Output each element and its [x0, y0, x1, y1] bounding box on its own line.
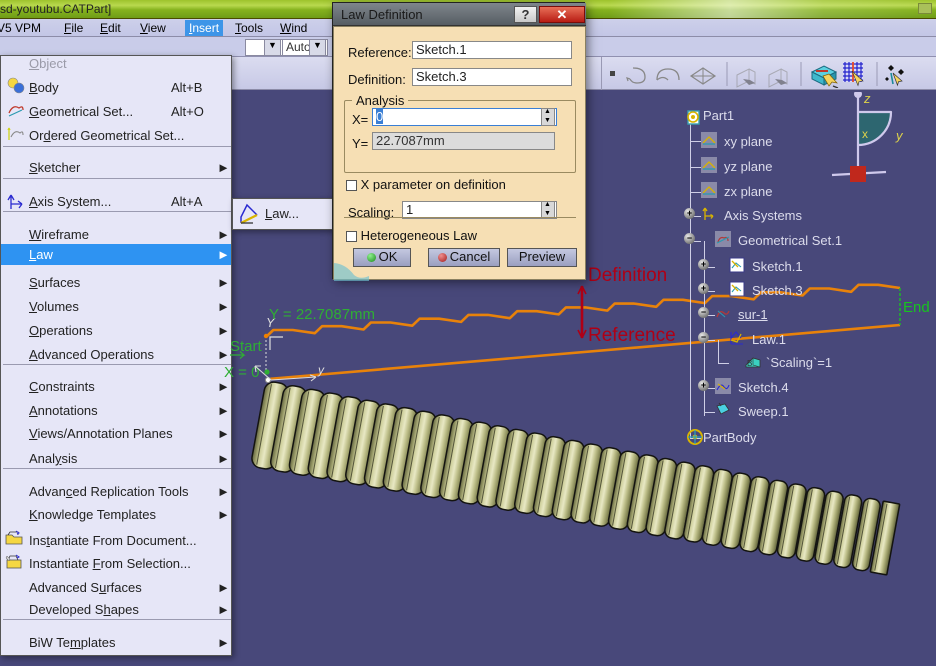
svg-text:X = 0: X = 0: [224, 364, 259, 381]
svg-text:Definition: Definition: [588, 265, 667, 286]
svg-text:Reference: Reference: [588, 325, 676, 346]
svg-text:B: B: [747, 359, 752, 368]
svg-text:Y = 22.7087mm: Y = 22.7087mm: [269, 306, 375, 323]
svg-text:z: z: [863, 92, 871, 106]
svg-text:x: x: [862, 127, 868, 141]
svg-text:y: y: [895, 128, 904, 143]
svg-text:End: End: [903, 299, 930, 316]
svg-text:y: y: [317, 363, 325, 377]
